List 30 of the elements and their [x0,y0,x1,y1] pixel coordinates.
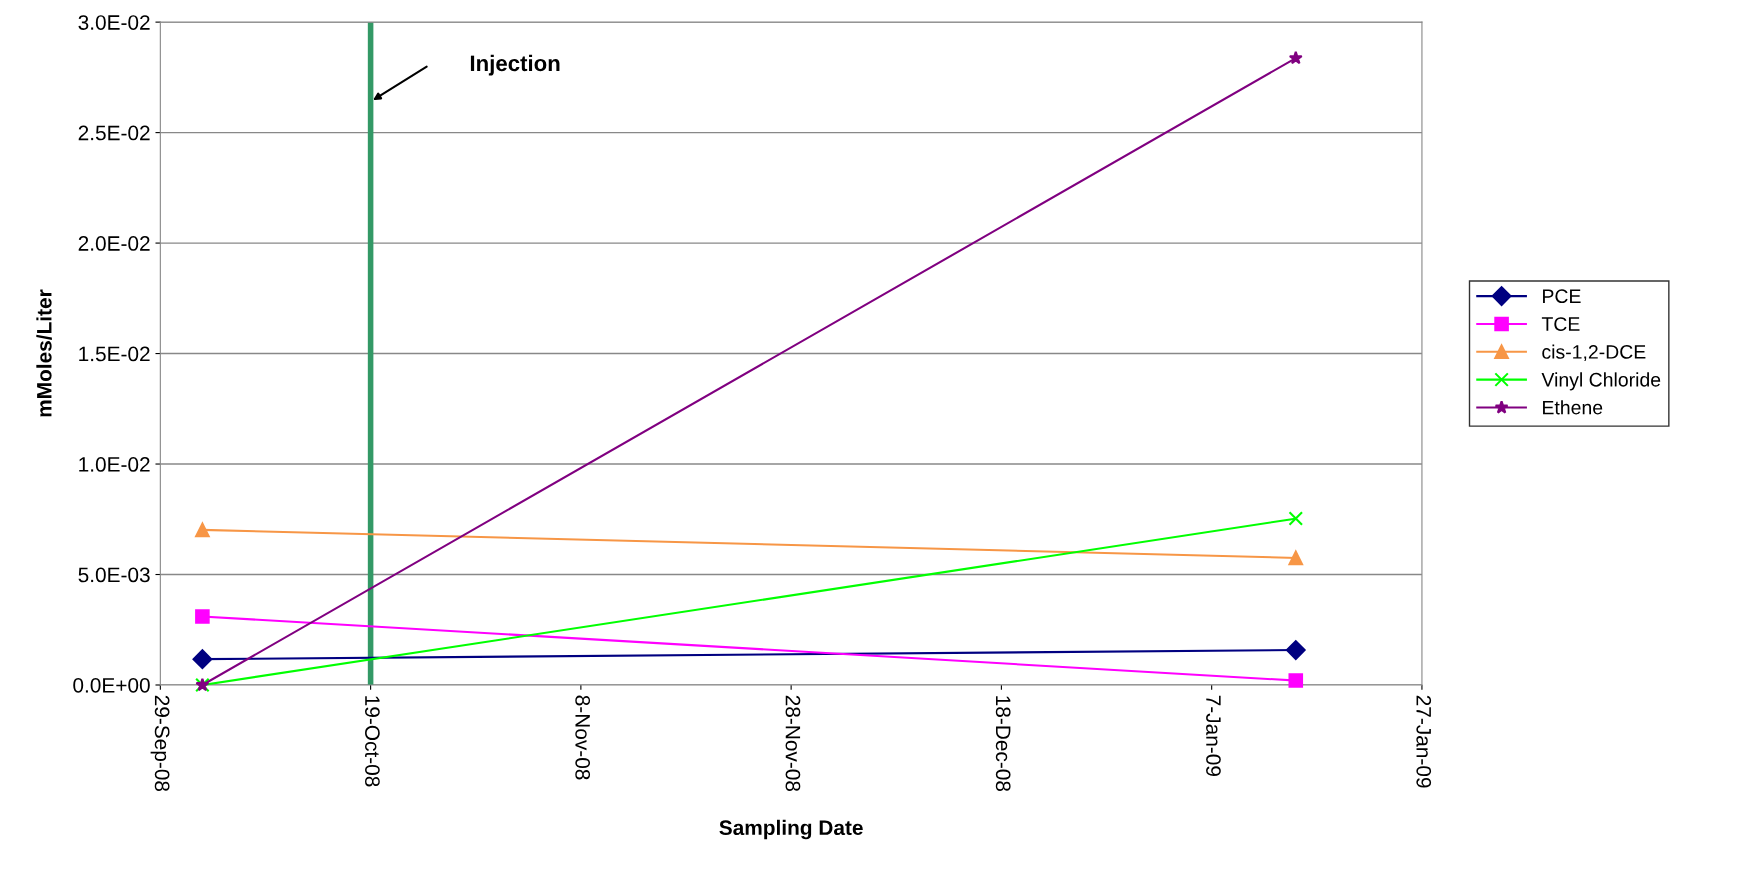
annotation: Injection [470,54,560,76]
point [1288,673,1304,688]
x-tick-label: 28-Nov-08 [785,695,801,792]
y-tick-label: 1.5E-02 [79,346,150,362]
y-tick-label: 0.0E+00 [73,677,150,693]
y-tick-label: 3.0E-02 [78,15,150,30]
y-axis-title: mMoles/Liter [36,289,52,417]
point [1288,511,1304,526]
legend-label: Ethene [1543,400,1603,415]
point [1288,50,1303,65]
x-tick-label: 27-Jan-09 [1416,695,1432,788]
legend-label: cis-1,2-DCE [1542,344,1646,362]
x-axis-title: Sampling Date [719,819,863,840]
point [1285,640,1306,660]
y-tick-label: 5.0E-03 [78,567,150,583]
point [195,609,210,624]
y-tick-label: 1.0E-02 [79,457,150,472]
legend-label: TCE [1541,317,1580,331]
x-tick-label: 7-Jan-09 [1206,695,1221,776]
x-tick-label: 8-Nov-08 [575,695,591,780]
y-tick-label: 2.0E-02 [78,236,150,251]
y-tick-label: 2.5E-02 [78,125,150,141]
x-tick-label: 29-Sep-08 [150,695,170,792]
point [195,522,210,538]
legend-label: Vinyl Chloride [1541,372,1661,391]
point [192,649,213,670]
x-tick-label: 19-Oct-08 [365,696,380,787]
x-tick-label: 18-Dec-08 [995,696,1011,792]
legend-label: PCE [1543,289,1581,304]
point [1288,550,1304,566]
